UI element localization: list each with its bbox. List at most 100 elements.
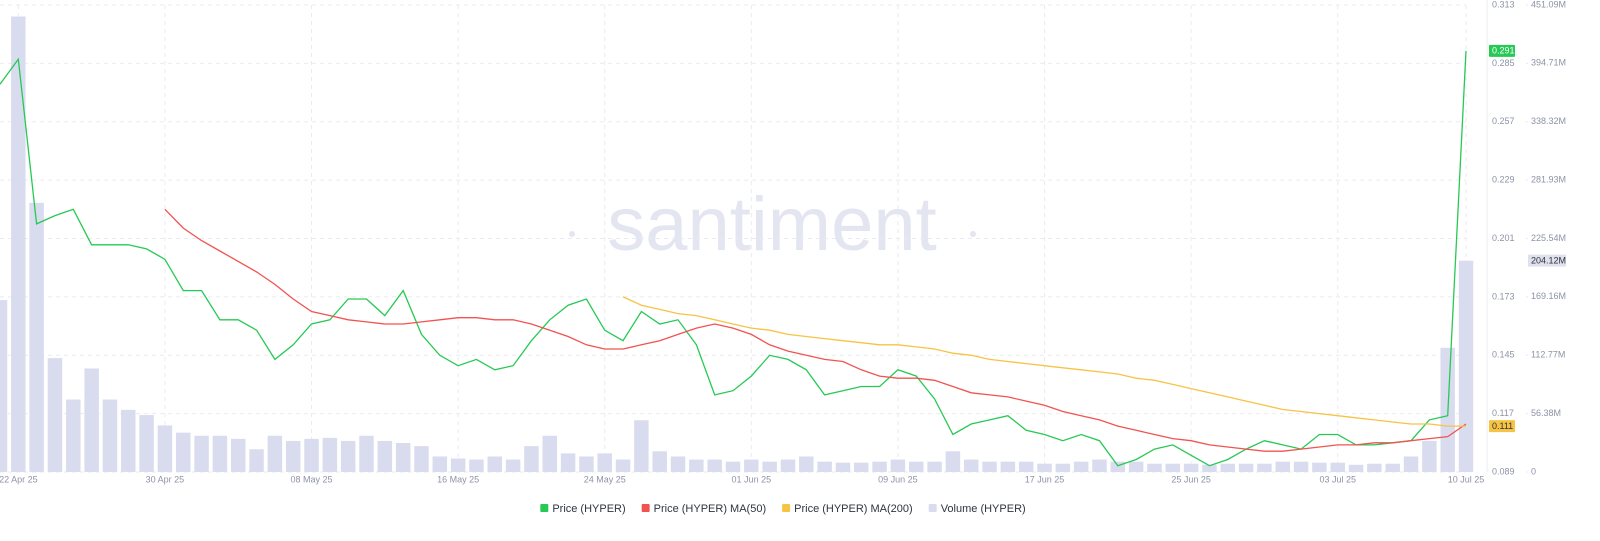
volume-bar [469,459,484,472]
volume-bar [854,462,869,472]
price-line [622,296,1466,427]
x-tick-label: 08 May 25 [291,474,333,484]
volume-bars [0,16,1474,473]
volume-bar [1293,461,1309,472]
grid [0,0,1528,473]
y2-tick-label: 112.77M [1531,350,1565,360]
value-badge [1489,420,1515,433]
volume-bar [560,453,576,472]
volume-bar [304,438,319,472]
volume-bar [0,300,8,472]
volume-bar [1055,463,1071,472]
watermark-text: santiment [607,182,937,267]
y-tick-label: 0.173 [1492,291,1515,301]
x-tick-label: 16 May 25 [437,474,479,484]
volume-bar [29,202,44,472]
volume-bar [47,358,63,472]
x-tick-label: 25 Jun 25 [1171,474,1211,484]
volume-bar [432,456,448,472]
legend-swatch [782,504,791,512]
value-label: 204.12M [1531,256,1566,266]
watermark: santiment [569,182,976,267]
volume-bar [377,440,393,472]
volume-bar [524,446,539,472]
volume-bar [1202,464,1217,472]
volume-bar [487,456,503,472]
value-badge [1489,44,1515,57]
volume-bar [1367,463,1382,472]
volume-bar [597,453,612,472]
x-tick-label: 17 Jun 25 [1025,474,1065,484]
y2-tick-label: 281.93M [1531,175,1566,185]
y-tick-label: 0.257 [1492,116,1515,126]
legend-item: Price (HYPER) MA(200) [782,503,913,515]
volume-bar [267,435,283,472]
volume-bar [542,435,557,472]
volume-bar [1385,463,1400,472]
volume-bar [1073,461,1089,472]
price-line [164,208,1467,452]
volume-bar [1238,463,1254,472]
volume-bar [212,435,228,472]
x-tick-label: 01 Jun 25 [732,474,772,484]
volume-bar [359,435,374,472]
volume-bar [194,435,209,472]
value-badge [1528,254,1566,267]
legend-item: Price (HYPER) MA(50) [641,503,766,515]
y-tick-label: 0.089 [1492,466,1515,476]
y2-tick-label: 225.54M [1531,233,1566,243]
y-tick-label: 0.285 [1492,58,1515,68]
volume-bar [11,16,26,473]
volume-bar [982,461,997,472]
volume-bar [1183,463,1199,472]
legend-item: Volume (HYPER) [928,503,1026,515]
x-tick-label: 30 Apr 25 [146,474,185,484]
volume-bar [157,425,173,472]
volume-bar [652,451,667,472]
volume-bar [762,461,777,472]
volume-bar [1330,462,1345,472]
legend: Price (HYPER) Price (HYPER) MA(50) Price (… [540,503,1026,515]
value-label: 0.291 [1492,46,1515,56]
y2-tick-label: 56.38M [1531,408,1561,418]
price-line [0,50,1467,467]
volume-bar [395,443,411,472]
volume-bar [1312,462,1327,472]
volume-bar [579,456,594,472]
legend-label: Volume (HYPER) [941,503,1026,515]
volume-bar [945,451,961,472]
x-tick-label: 24 May 25 [584,474,626,484]
volume-bar [799,456,814,472]
x-tick-label: 22 Apr 25 [0,474,38,484]
x-tick-label: 03 Jul 25 [1319,474,1356,484]
volume-bar [1422,440,1437,472]
legend-swatch [540,504,549,512]
volume-bar [102,399,118,472]
labels: 0.089 0.117 0.145 0.173 0.201 0.229 0.257 0.285… [0,0,1566,484]
y-tick-label: 0.229 [1492,175,1515,185]
legend-label: Price (HYPER) [552,503,625,515]
volume-bar [139,415,154,472]
volume-bar [230,438,246,472]
x-tick-label: 09 Jun 25 [878,474,918,484]
volume-bar [1403,456,1419,472]
x-tick-label: 10 Jul 25 [1448,474,1485,484]
volume-bar [1128,461,1144,472]
volume-bar [963,459,979,472]
y2-tick-label: 169.16M [1531,291,1566,301]
volume-bar [817,461,832,472]
volume-bar [707,459,722,472]
volume-bar [505,459,521,472]
y2-tick-label: 338.32M [1531,116,1566,126]
y2-tick-label: 394.71M [1531,58,1566,68]
volume-bar [780,459,796,472]
volume-bar [285,440,301,472]
volume-bar [1037,463,1052,472]
volume-bar [634,420,649,472]
watermark-dot [970,231,976,237]
volume-bar [1257,463,1272,472]
volume-bar [340,440,356,472]
volume-bar [450,458,466,472]
legend-label: Price (HYPER) MA(50) [654,503,766,515]
